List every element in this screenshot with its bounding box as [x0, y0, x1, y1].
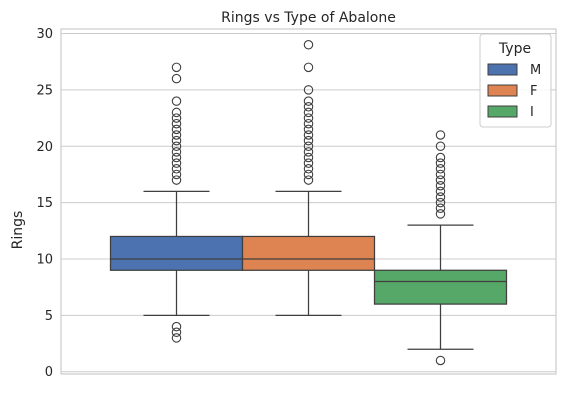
outlier-point: [435, 355, 446, 366]
legend-label-F: F: [530, 84, 537, 99]
outlier-point: [435, 175, 446, 185]
outlier-point: [303, 164, 314, 174]
legend-label-I: I: [530, 105, 534, 120]
outlier-point: [171, 113, 182, 123]
y-tick-label: 10: [36, 253, 53, 268]
iqr-box: [373, 269, 508, 305]
outlier-point: [435, 209, 446, 219]
outlier-point: [171, 107, 182, 118]
outlier-point: [303, 107, 314, 118]
outlier-point: [171, 118, 182, 129]
outlier-point: [303, 141, 314, 152]
outlier-point: [435, 169, 446, 180]
legend-frame: [479, 33, 552, 128]
legend-label-M: M: [530, 63, 541, 78]
outlier-point: [171, 158, 182, 168]
legend-title: Type: [498, 41, 531, 57]
y-tick-labels: 0 5 10 15 20 25 30: [36, 27, 53, 380]
outlier-point: [435, 130, 446, 140]
outlier-point: [435, 203, 446, 214]
chart-title: Rings vs Type of Abalone: [221, 10, 396, 26]
y-tick-label: 0: [45, 365, 53, 380]
boxes: [109, 40, 508, 366]
outlier-point: [303, 175, 314, 185]
y-tick-label: 20: [36, 140, 53, 155]
outlier-point: [435, 158, 446, 168]
iqr-box: [241, 235, 376, 271]
outlier-point: [303, 96, 314, 106]
outlier-point: [171, 333, 182, 343]
outlier-point: [171, 62, 182, 73]
outlier-point: [303, 158, 314, 168]
outlier-point: [303, 124, 314, 135]
outlier-point: [435, 197, 446, 208]
outlier-point: [435, 152, 446, 163]
box-F: [241, 40, 376, 316]
outlier-point: [171, 130, 182, 140]
y-tick-label: 5: [45, 309, 53, 324]
y-tick-label: 30: [36, 27, 53, 42]
outlier-point: [171, 147, 182, 157]
outlier-point: [303, 85, 314, 95]
outlier-point: [171, 135, 182, 146]
outlier-point: [303, 169, 314, 180]
y-tick-label: 15: [36, 196, 53, 211]
outlier-point: [303, 118, 314, 129]
box-M: [109, 62, 244, 343]
outlier-point: [303, 102, 314, 112]
legend-swatch-I: [487, 105, 518, 118]
outlier-point: [171, 175, 182, 185]
outlier-point: [303, 62, 314, 73]
y-axis-label: Rings: [10, 211, 26, 250]
outlier-point: [303, 135, 314, 146]
y-tick-label: 25: [36, 83, 53, 98]
outlier-point: [171, 327, 182, 338]
legend-swatch-F: [487, 84, 518, 97]
outlier-point: [171, 321, 182, 332]
outlier-point: [303, 152, 314, 163]
outlier-point: [303, 147, 314, 157]
outlier-point: [171, 164, 182, 174]
outlier-point: [303, 130, 314, 140]
outlier-point: [171, 96, 182, 106]
outlier-point: [171, 152, 182, 163]
outlier-point: [435, 164, 446, 174]
outlier-point: [171, 169, 182, 180]
iqr-box: [109, 235, 244, 271]
outlier-point: [435, 186, 446, 197]
outlier-point: [303, 113, 314, 123]
legend: Type MFI: [479, 33, 552, 128]
outlier-point: [303, 40, 314, 50]
outlier-point: [435, 180, 446, 191]
outlier-point: [171, 73, 182, 84]
outlier-point: [171, 141, 182, 152]
legend-swatch-M: [487, 63, 518, 76]
outlier-point: [435, 141, 446, 152]
outlier-point: [171, 124, 182, 135]
legend-items: MFI: [487, 63, 541, 120]
box-I: [373, 130, 508, 366]
outlier-point: [435, 192, 446, 202]
